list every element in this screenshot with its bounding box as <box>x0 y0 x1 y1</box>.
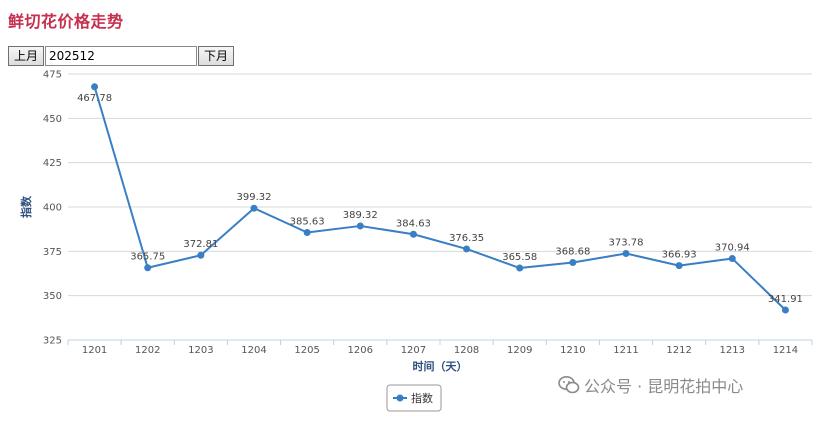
x-tick-label: 1201 <box>82 345 107 356</box>
x-tick-label: 1206 <box>348 345 373 356</box>
data-label: 373.78 <box>609 237 644 248</box>
watermark: 公众号 · 昆明花拍中心 <box>558 373 743 397</box>
data-point[interactable] <box>781 306 789 314</box>
x-tick-label: 1213 <box>720 345 745 356</box>
data-labels: 467.78 365.75 372.81 399.32 385.63 389.32 384.… <box>77 93 803 305</box>
y-tick-label: 400 <box>43 203 62 214</box>
y-tick-label: 450 <box>43 114 62 125</box>
data-point[interactable] <box>303 228 311 236</box>
data-point[interactable] <box>569 259 577 267</box>
data-point[interactable] <box>356 222 364 230</box>
x-tick-label: 1210 <box>560 345 585 356</box>
y-axis-title: 指数 <box>19 195 33 218</box>
x-tick-label: 1208 <box>454 345 479 356</box>
data-point[interactable] <box>516 264 524 272</box>
data-point[interactable] <box>91 83 99 91</box>
series-index <box>91 83 789 314</box>
grid-lines <box>68 73 812 341</box>
data-label: 376.35 <box>449 233 484 244</box>
data-point[interactable] <box>250 204 258 212</box>
y-tick-label: 475 <box>43 70 62 81</box>
series-line <box>93 86 787 311</box>
x-tick-label: 1207 <box>401 345 426 356</box>
x-tick-label: 1209 <box>507 345 532 356</box>
x-tick-label: 1214 <box>773 345 798 356</box>
next-month-button[interactable]: 下月 <box>198 46 235 66</box>
y-tick-label: 425 <box>43 158 62 169</box>
data-point[interactable] <box>197 251 205 259</box>
data-label: 385.63 <box>290 216 325 227</box>
x-tick-label: 1204 <box>241 345 266 356</box>
data-label: 341.91 <box>768 294 803 305</box>
x-axis-ticks: 1201 1202 1203 1204 1205 1206 1207 1208 1209 1210… <box>67 340 813 356</box>
x-tick-label: 1211 <box>613 345 638 356</box>
y-tick-label: 350 <box>43 291 62 302</box>
data-label: 372.81 <box>183 239 218 250</box>
legend[interactable]: 指数 <box>386 384 442 412</box>
data-label: 467.78 <box>77 93 112 104</box>
data-point[interactable] <box>409 230 417 238</box>
data-label: 366.93 <box>662 250 697 261</box>
month-navigation: 上月 下月 <box>8 46 235 66</box>
data-label: 370.94 <box>715 243 750 254</box>
x-tick-label: 1205 <box>294 345 319 356</box>
legend-box <box>386 384 442 412</box>
watermark-text: 公众号 · 昆明花拍中心 <box>584 377 744 396</box>
data-label: 368.68 <box>555 247 590 258</box>
page-title: 鲜切花价格走势 <box>8 12 124 31</box>
data-label: 389.32 <box>343 210 378 221</box>
y-tick-label: 375 <box>43 247 62 258</box>
data-point[interactable] <box>675 262 683 270</box>
data-label: 365.75 <box>130 252 165 263</box>
prev-month-button[interactable]: 上月 <box>8 46 45 66</box>
x-tick-label: 1203 <box>188 345 213 356</box>
data-label: 365.58 <box>502 252 537 263</box>
legend-marker <box>396 394 404 402</box>
data-point[interactable] <box>728 255 736 263</box>
data-point[interactable] <box>463 245 471 253</box>
data-point[interactable] <box>622 249 630 257</box>
data-label: 399.32 <box>237 192 272 203</box>
data-label: 384.63 <box>396 218 431 229</box>
x-axis-title: 时间（天） <box>413 359 468 373</box>
month-input[interactable] <box>45 46 198 66</box>
x-tick-label: 1212 <box>666 345 691 356</box>
legend-label: 指数 <box>411 391 433 405</box>
y-axis-ticks: 325 350 375 400 425 450 475 <box>43 70 62 347</box>
data-point[interactable] <box>144 264 152 272</box>
wechat-icon <box>558 376 580 394</box>
x-tick-label: 1202 <box>135 345 160 356</box>
y-tick-label: 325 <box>43 336 62 347</box>
